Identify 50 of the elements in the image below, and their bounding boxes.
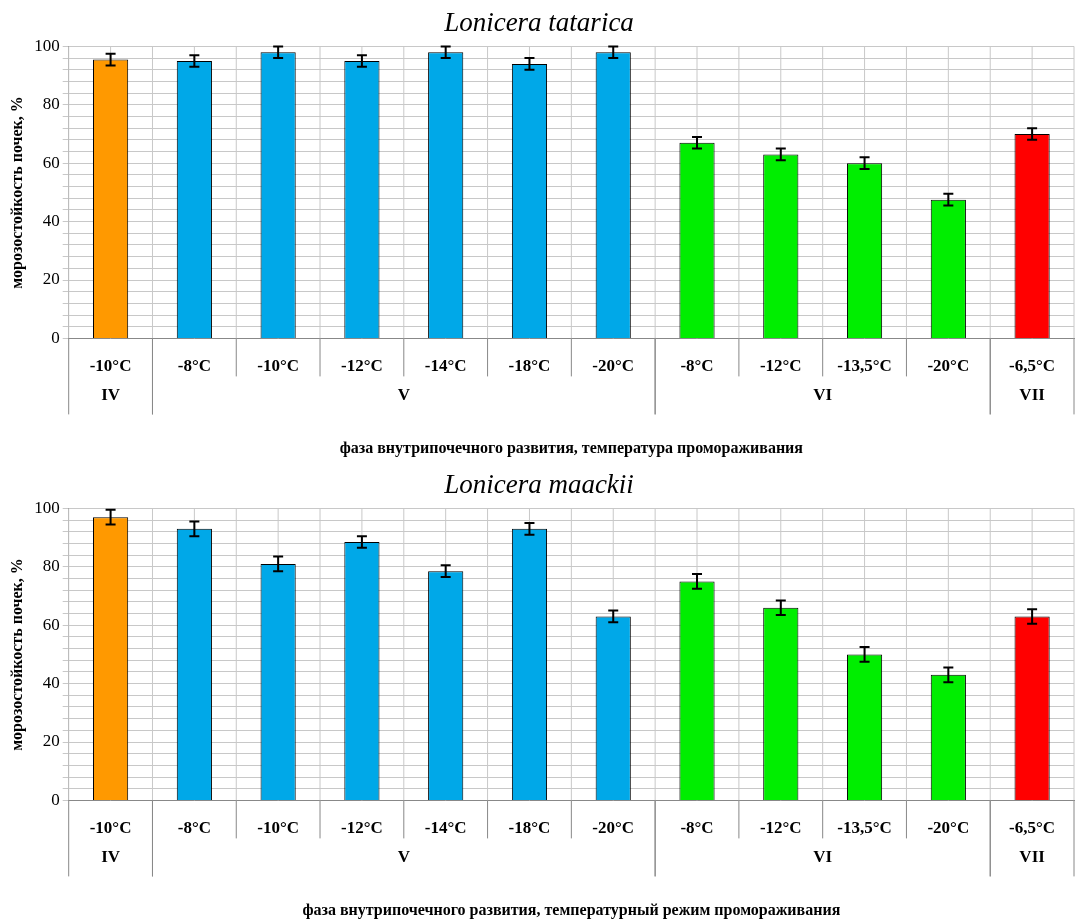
chart-title: Lonicera maackii xyxy=(443,469,634,500)
y-tick-label: 60 xyxy=(42,614,60,634)
text: V xyxy=(397,384,411,404)
y-tick-label: 20 xyxy=(42,731,60,751)
x-tick-label: -14°C xyxy=(424,355,467,375)
y-tick-label: 40 xyxy=(42,211,60,231)
x-tick-label: -13,5°C xyxy=(837,355,892,375)
y-tick-label: 100 xyxy=(34,35,60,55)
y-tick-label: 60 xyxy=(42,152,60,172)
x-tick-label: -20°C xyxy=(592,355,635,375)
y-axis-title: морозостойкость почек, % xyxy=(7,96,26,289)
x-axis-title: фаза внутрипочечного развития, температура промораживания xyxy=(339,438,804,457)
x-tick-label: -10°C xyxy=(257,355,300,375)
x-tick-label: -6,5°C xyxy=(1009,817,1056,837)
x-tick-label: -12°C xyxy=(759,817,802,837)
x-tick-label: -6,5°C xyxy=(1009,355,1056,375)
x-tick-label: -13,5°C xyxy=(837,817,892,837)
text: IV xyxy=(101,846,121,866)
y-tick-label: 20 xyxy=(42,269,60,289)
x-tick-label: -14°C xyxy=(424,817,467,837)
y-tick-label: 0 xyxy=(51,327,60,347)
x-tick-label: -10°C xyxy=(89,817,132,837)
x-axis-title: фаза внутрипочечного развития, температурный режим промораживания xyxy=(302,900,841,919)
x-tick-label: -18°C xyxy=(508,817,551,837)
chart-title: Lonicera tatarica xyxy=(443,7,634,38)
y-tick-label: 80 xyxy=(42,94,60,114)
text: IV xyxy=(101,384,121,404)
x-tick-label: -10°C xyxy=(257,817,300,837)
x-tick-label: -20°C xyxy=(927,355,970,375)
x-tick-label: -10°C xyxy=(89,355,132,375)
x-tick-label: -20°C xyxy=(927,817,970,837)
y-tick-label: 0 xyxy=(51,789,60,809)
x-tick-label: -18°C xyxy=(508,355,551,375)
text: VII xyxy=(1019,384,1046,404)
x-tick-label: -12°C xyxy=(341,817,383,837)
x-tick-label: -8°C xyxy=(680,355,714,375)
y-axis-title: морозостойкость почек, % xyxy=(7,558,26,751)
y-tick-label: 80 xyxy=(42,556,60,576)
y-tick-label: 100 xyxy=(34,497,60,517)
x-tick-label: -8°C xyxy=(177,355,211,375)
text: VII xyxy=(1019,846,1046,866)
x-tick-label: -20°C xyxy=(592,817,635,837)
text: V xyxy=(397,846,411,866)
text: VI xyxy=(813,846,833,866)
x-tick-label: -12°C xyxy=(759,355,802,375)
x-tick-label: -12°C xyxy=(341,355,383,375)
x-tick-label: -8°C xyxy=(177,817,211,837)
text: VI xyxy=(813,384,833,404)
x-tick-label: -8°C xyxy=(680,817,714,837)
y-tick-label: 40 xyxy=(42,673,60,693)
